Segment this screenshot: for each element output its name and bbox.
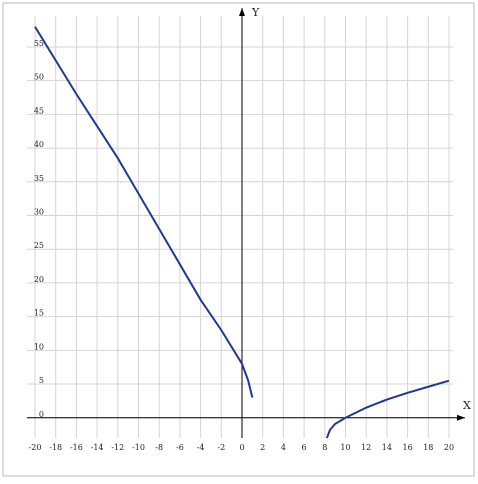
x-tick-label: 4 [281,443,286,452]
y-tick-label: 45 [34,106,44,115]
x-tick-label: -2 [217,443,225,452]
x-tick-label: 14 [382,443,392,452]
y-tick-label: 55 [34,39,44,48]
curve [34,26,450,439]
x-tick-label: 8 [322,443,327,452]
x-tick-label: -6 [176,443,184,452]
x-tick-label: -14 [91,443,104,452]
y-tick-label: 25 [34,241,44,250]
y-tick-label: 30 [34,208,44,217]
y-tick-label: 0 [39,410,44,419]
y-tick-label: 40 [34,140,44,149]
y-tick-label: 50 [34,73,44,82]
x-tick-label: -12 [111,443,124,452]
x-tick-label: 2 [260,443,265,452]
x-tick-label: 20 [444,443,454,452]
x-tick-label: 10 [340,443,350,452]
y-tick-label: 10 [34,342,44,351]
x-tick-label: 18 [423,443,433,452]
y-tick-label: 20 [34,275,44,284]
y-tick-label: 5 [39,376,44,385]
x-tick-label: 12 [361,443,371,452]
y-tick-label: 15 [34,309,44,318]
y-tick-label: 35 [34,174,44,183]
x-tick-label: 6 [302,443,307,452]
x-tick-label: 16 [403,443,413,452]
x-axis-arrow [457,414,465,421]
x-tick-label: -16 [70,443,83,452]
y-axis-label: Y [251,6,260,19]
x-tick-label: -8 [155,443,163,452]
y-axis-arrow [239,8,245,16]
x-axis-label: X [463,399,471,412]
x-tick-label: -4 [197,443,205,452]
x-tick-label: -18 [49,443,62,452]
x-tick-label: -20 [29,443,42,452]
x-tick-label: 0 [239,443,244,452]
x-tick-label: -10 [132,443,145,452]
frame [2,2,475,477]
